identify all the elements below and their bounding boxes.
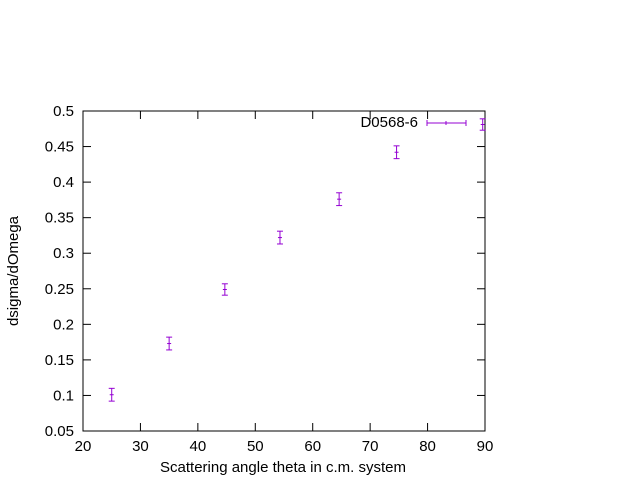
data-point — [479, 118, 486, 131]
x-axis-ticks: 20 30 40 50 60 70 80 90 — [75, 111, 494, 455]
y-tick-label: 0.4 — [53, 174, 74, 191]
data-point — [336, 192, 343, 207]
data-point — [221, 283, 228, 296]
x-tick-label: 20 — [75, 438, 92, 455]
y-tick-label: 0.15 — [45, 352, 74, 369]
data-point — [276, 230, 283, 245]
y-tick-label: 0.45 — [45, 139, 74, 156]
legend: D0568-6 — [360, 114, 467, 131]
x-tick-label: 30 — [132, 438, 149, 455]
data-point — [393, 145, 400, 160]
data-points — [108, 118, 486, 402]
x-tick-label: 70 — [362, 438, 379, 455]
y-tick-label: 0.1 — [53, 387, 74, 404]
x-axis-label: Scattering angle theta in c.m. system — [160, 459, 406, 476]
y-tick-label: 0.3 — [53, 245, 74, 262]
data-point — [166, 336, 173, 351]
x-tick-label: 40 — [190, 438, 207, 455]
legend-label: D0568-6 — [360, 114, 418, 131]
data-point — [108, 387, 115, 402]
y-axis-label: dsigma/dOmega — [5, 215, 22, 326]
x-tick-label: 60 — [304, 438, 321, 455]
y-tick-label: 0.2 — [53, 316, 74, 333]
y-tick-label: 0.25 — [45, 281, 74, 298]
y-tick-label: 0.5 — [53, 103, 74, 120]
x-tick-label: 90 — [477, 438, 494, 455]
plot-frame — [82, 110, 486, 432]
x-tick-label: 80 — [419, 438, 436, 455]
y-axis-ticks: 0.05 0.1 0.15 0.2 0.25 0.3 0.35 0.4 0.45 0.5 — [45, 103, 485, 440]
legend-sample — [426, 120, 467, 126]
x-tick-label: 50 — [247, 438, 264, 455]
y-tick-label: 0.05 — [45, 423, 74, 440]
y-tick-label: 0.35 — [45, 210, 74, 227]
